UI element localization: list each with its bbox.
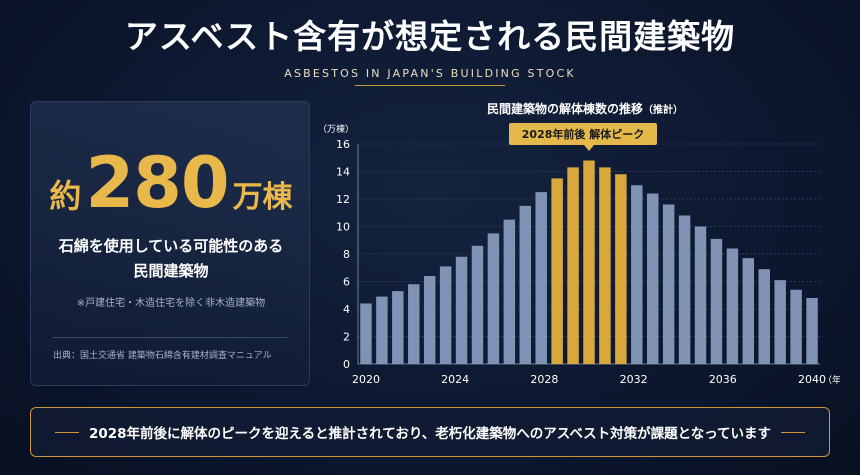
bar [360, 303, 372, 364]
y-tick-label: 0 [343, 358, 350, 371]
chart-title-suffix: （推計） [643, 105, 683, 116]
peak-annotation-box [509, 123, 657, 145]
bar-peak [615, 174, 627, 364]
stat-note: ※戸建住宅・木造住宅を除く非木造建築物 [76, 298, 266, 309]
bar [392, 291, 404, 364]
bar [710, 238, 723, 364]
x-axis-label: （年） [823, 374, 840, 386]
x-tick-label: 2024 [441, 373, 469, 386]
x-tick-label: 2032 [620, 373, 648, 386]
y-tick-label: 8 [343, 248, 350, 261]
x-tick-label: 2020 [352, 373, 380, 386]
bar-peak [599, 167, 611, 364]
page-title: アスベスト含有が想定される民間建築物 [124, 17, 736, 56]
bar [423, 276, 436, 364]
y-tick-label: 16 [336, 138, 350, 151]
summary-banner: 2028年前後に解体のピークを迎えると推計されており、老朽化建築物へのアスベスト… [30, 407, 830, 457]
bar [631, 185, 643, 364]
stat-prefix: 約 [49, 177, 82, 215]
stat-description: 石綿を使用している可能性のある 民間建築物 [31, 234, 311, 284]
y-tick-label: 14 [336, 166, 350, 179]
demolition-bar-chart: 0 2 4 6 8 10 12 14 16 （万棟） 2020 2024 2028 2032 2036 204… [320, 123, 840, 386]
banner-line-right [781, 431, 806, 433]
chart-title-main: 民間建築物の解体棟数の推移 [486, 102, 643, 116]
stat-description-line2: 民間建築物 [133, 262, 209, 280]
bar-peak [567, 167, 579, 364]
stat-value: 280 [85, 142, 229, 224]
peak-annotation-pointer [584, 145, 594, 151]
bar [742, 258, 755, 364]
y-tick-label: 2 [343, 331, 350, 344]
stat-card: 約280 万棟 石綿を使用している可能性のある 民間建築物 ※戸建住宅・木造住宅を… [30, 101, 310, 386]
bar [535, 192, 547, 364]
bar [774, 280, 786, 364]
x-tick-label: 2040 [798, 373, 826, 386]
page-subtitle: ASBESTOS IN JAPAN'S BUILDING STOCK [280, 67, 580, 86]
bar [726, 248, 739, 364]
bar [503, 219, 516, 364]
x-tick-label: 2028 [530, 373, 558, 386]
x-tick-label: 2036 [709, 373, 737, 386]
bar-peak [551, 178, 563, 364]
y-tick-label: 4 [343, 303, 350, 316]
bar [806, 298, 818, 364]
bar [678, 215, 691, 364]
bar [471, 245, 484, 364]
bar [758, 269, 770, 364]
bar [519, 205, 532, 364]
peak-annotation-label: 2028年前後 解体ピーク [522, 127, 644, 141]
bar [376, 296, 388, 364]
bar [662, 204, 675, 364]
y-tick-label: 10 [336, 221, 350, 234]
bar [646, 193, 659, 364]
banner-text: 2028年前後に解体のピークを迎えると推計されており、老朽化建築物へのアスベスト… [88, 426, 772, 442]
bar-peak [583, 160, 595, 364]
bar [487, 233, 500, 364]
bar [694, 226, 707, 364]
bar [790, 289, 802, 364]
bar [408, 284, 420, 364]
stat-description-line1: 石綿を使用している可能性のある [58, 237, 284, 255]
stat-source: 出典：国土交通省 建築物石綿含有建材調査マニュアル [53, 351, 272, 361]
bar [439, 266, 452, 364]
banner-line-left [54, 431, 79, 433]
y-tick-label: 6 [343, 276, 350, 289]
card-divider [53, 337, 287, 338]
stat-line: 約280 万棟 [31, 142, 311, 224]
stat-unit: 万棟 [232, 180, 293, 215]
subtitle-wrap: ASBESTOS IN JAPAN'S BUILDING STOCK [0, 62, 860, 86]
y-axis-label: （万棟） [320, 123, 354, 135]
y-tick-label: 12 [336, 193, 350, 206]
bar [455, 256, 468, 364]
chart-title: 民間建築物の解体棟数の推移（推計） [345, 100, 825, 117]
